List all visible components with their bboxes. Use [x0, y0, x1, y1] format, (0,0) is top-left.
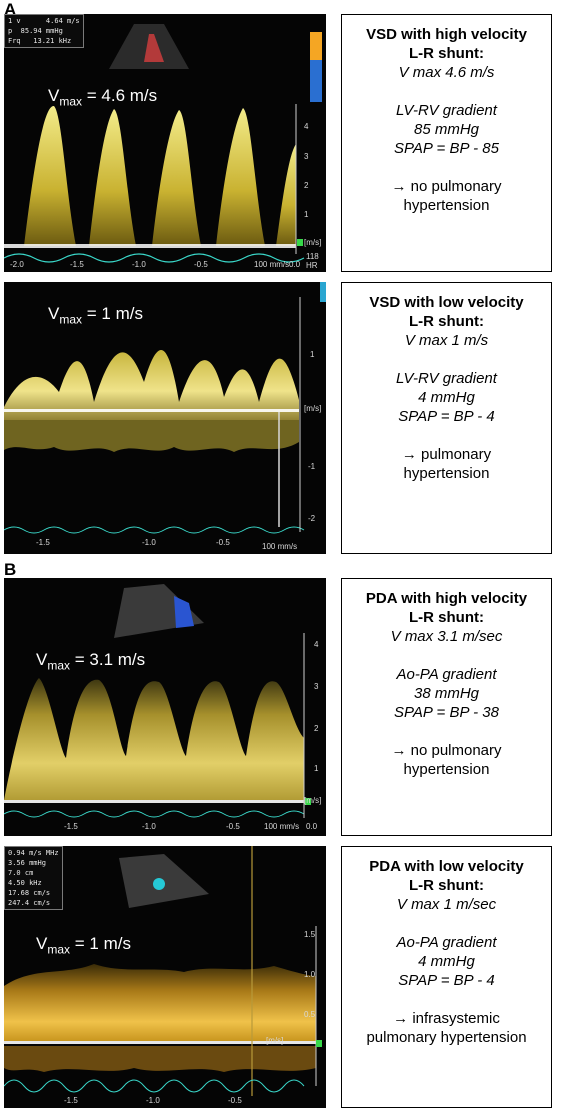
y-tick: 2 — [304, 181, 309, 190]
velocity-unit: [m/s] — [304, 238, 322, 247]
x-tick: -1.0 — [146, 1096, 160, 1105]
measurement-readout: 0.94 m/s MHz 3.56 mmHg 7.0 cm 4.50 kHz 17.68… — [4, 846, 63, 910]
y-tick: 1 — [314, 764, 319, 773]
measurement-readout: 1 v 4.64 m/s p 85.94 mmHg Frq 13.21 kHz — [4, 14, 84, 48]
x-tick: -1.5 — [36, 538, 50, 547]
x-tick: -0.5 — [226, 822, 240, 831]
y-tick: 4 — [304, 122, 309, 131]
info-box-vsd-high: VSD with high velocity L-R shunt: V max … — [341, 14, 552, 272]
doppler-image-pda-low: 0.94 m/s MHz 3.56 mmHg 7.0 cm 4.50 kHz 17.68… — [4, 846, 326, 1108]
section-label-b: B — [4, 560, 17, 579]
y-tick: 1 — [304, 210, 309, 219]
doppler-spectrum-pda-high — [4, 584, 311, 818]
x-tick: 0.0 — [289, 260, 301, 269]
x-tick: -1.5 — [64, 1096, 78, 1105]
doppler-spectrum-vsd-high — [4, 24, 322, 263]
y-tick: -2 — [308, 514, 316, 523]
info-box-pda-low: PDA with low velocity L-R shunt: V max 1… — [341, 846, 552, 1108]
y-tick: 1.5 — [304, 930, 316, 939]
y-tick: 4 — [314, 640, 319, 649]
vmax-label: Vmax = 1 m/s — [36, 934, 131, 957]
y-tick: 3 — [304, 152, 309, 161]
info-box-vsd-low: VSD with low velocity L-R shunt: V max 1… — [341, 282, 552, 554]
x-tick: 0.0 — [306, 822, 318, 831]
info-box-pda-high: PDA with high velocity L-R shunt: V max … — [341, 578, 552, 836]
vmax-label: Vmax = 4.6 m/s — [48, 86, 158, 109]
x-tick: -1.0 — [132, 260, 146, 269]
sweep-speed: 100 mm/s — [262, 542, 298, 551]
x-tick: -2.0 — [10, 260, 24, 269]
velocity-unit: [m/s] — [304, 796, 322, 805]
sweep-speed: 100 mm/s — [264, 822, 300, 831]
doppler-image-vsd-low: Vmax = 1 m/s 1 [m/s] -1 -2 -1.5 -1.0 -0.… — [4, 282, 326, 554]
heart-rate: 118 HR — [306, 252, 319, 270]
doppler-spectrum-vsd-low — [4, 282, 326, 534]
y-tick: 1.0 — [304, 970, 316, 979]
x-tick: -1.5 — [64, 822, 78, 831]
vmax-label: Vmax = 1 m/s — [48, 304, 143, 327]
x-tick: -1.5 — [70, 260, 84, 269]
velocity-unit: [m/s] — [266, 1036, 284, 1045]
y-tick: 1 — [310, 350, 315, 359]
doppler-image-pda-high: Vmax = 3.1 m/s 4 3 2 1 [m/s] -1.5 -1.0 -… — [4, 578, 326, 836]
y-tick: 0.5 — [304, 1010, 316, 1019]
x-tick: -0.5 — [216, 538, 230, 547]
x-tick: -1.0 — [142, 822, 156, 831]
sweep-speed: 100 mm/s — [254, 260, 290, 269]
x-tick: -1.0 — [142, 538, 156, 547]
vmax-label: Vmax = 3.1 m/s — [36, 650, 146, 673]
x-tick: -0.5 — [194, 260, 208, 269]
doppler-image-vsd-high: 1 v 4.64 m/s p 85.94 mmHg Frq 13.21 kHz Vm… — [4, 14, 326, 272]
y-tick: 2 — [314, 724, 319, 733]
doppler-spectrum-pda-low — [4, 846, 322, 1096]
x-tick: -0.5 — [228, 1096, 242, 1105]
velocity-unit: [m/s] — [304, 404, 322, 413]
y-tick: -1 — [308, 462, 316, 471]
y-tick: 3 — [314, 682, 319, 691]
